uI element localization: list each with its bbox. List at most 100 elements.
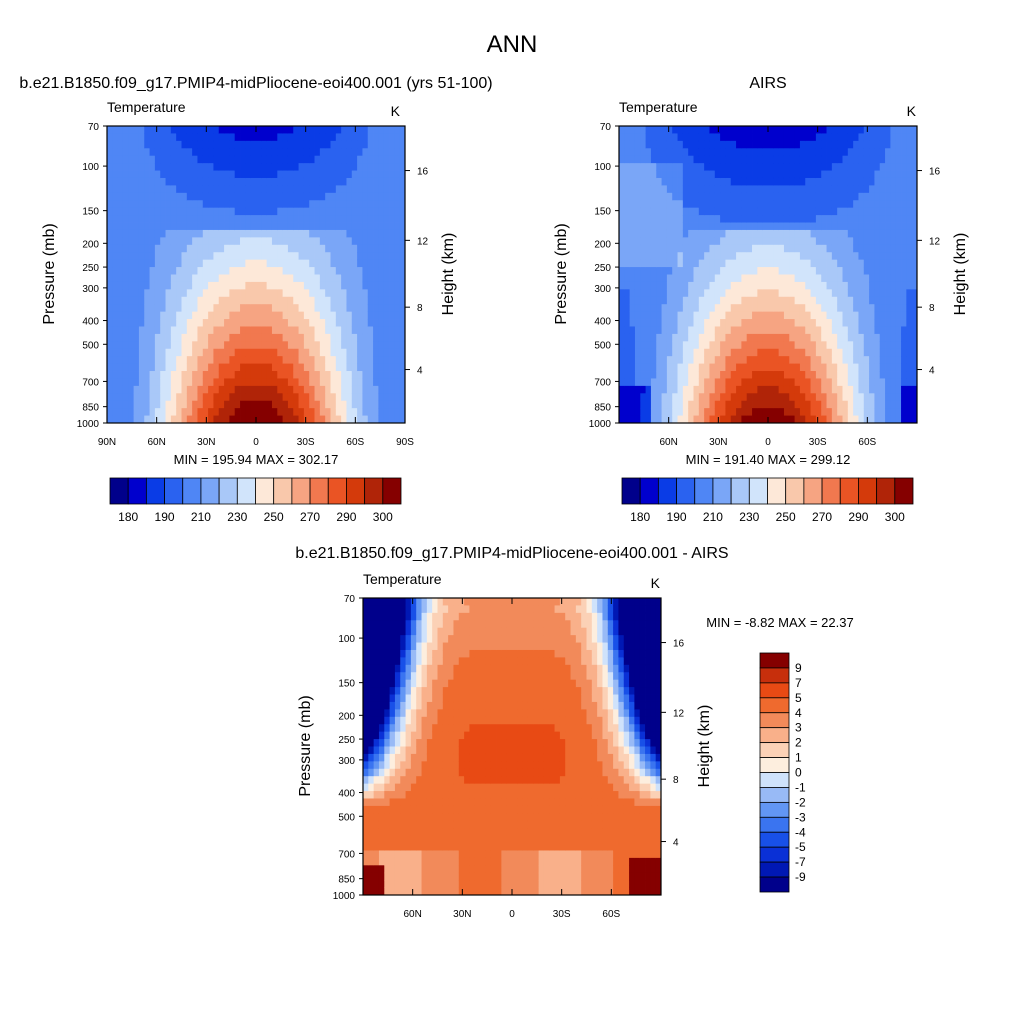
heatmap-cell bbox=[383, 348, 390, 357]
heatmap-cell bbox=[863, 259, 870, 268]
heatmap-cell bbox=[245, 140, 252, 149]
heatmap-cell bbox=[400, 620, 406, 629]
heatmap-cell bbox=[346, 341, 353, 350]
heatmap-cell bbox=[107, 296, 113, 305]
heatmap-cell bbox=[682, 222, 689, 231]
heatmap-cell bbox=[394, 776, 401, 785]
heatmap-cell bbox=[309, 267, 315, 275]
heatmap-cell bbox=[107, 170, 113, 179]
heatmap-cell bbox=[351, 415, 358, 424]
heatmap-cell bbox=[335, 267, 342, 275]
heatmap-cell bbox=[762, 319, 769, 327]
heatmap-cell bbox=[112, 237, 119, 246]
heatmap-cell bbox=[895, 326, 902, 335]
heatmap-cell bbox=[725, 259, 732, 268]
heatmap-cell bbox=[138, 237, 145, 246]
heatmap-cell bbox=[847, 326, 854, 335]
heatmap-cell bbox=[213, 400, 220, 409]
heatmap-cell bbox=[778, 371, 785, 379]
heatmap-cell bbox=[725, 304, 732, 313]
heatmap-cell bbox=[901, 408, 907, 416]
heatmap-cell bbox=[720, 170, 726, 179]
heatmap-cell bbox=[831, 259, 838, 268]
heatmap-cell bbox=[202, 274, 209, 283]
panel2-colorbar: 180 190 210 230 250 270 290 300 bbox=[621, 477, 914, 524]
heatmap-cell bbox=[874, 155, 881, 164]
heatmap-cell bbox=[192, 341, 198, 350]
heatmap-cell bbox=[271, 304, 278, 313]
heatmap-cell bbox=[634, 378, 641, 387]
heatmap-cell bbox=[282, 326, 289, 335]
heatmap-cell bbox=[619, 207, 625, 216]
heatmap-cell bbox=[709, 408, 716, 416]
heatmap-cell bbox=[799, 341, 806, 350]
heatmap-cell bbox=[197, 229, 204, 238]
heatmap-cell bbox=[160, 185, 166, 194]
heatmap-cell bbox=[826, 378, 833, 387]
heatmap-cell bbox=[752, 371, 758, 379]
heatmap-cell bbox=[619, 341, 625, 350]
heatmap-cell bbox=[351, 259, 358, 268]
heatmap-cell bbox=[794, 274, 801, 283]
heatmap-cell bbox=[661, 133, 668, 142]
heatmap-cell bbox=[394, 679, 401, 688]
heatmap-cell bbox=[128, 319, 135, 327]
heatmap-cell bbox=[384, 694, 391, 703]
heatmap-cell bbox=[677, 356, 684, 364]
heatmap-cell bbox=[176, 393, 182, 402]
heatmap-cell bbox=[192, 378, 198, 387]
heatmap-cell bbox=[117, 140, 124, 149]
heatmap-cell bbox=[357, 363, 363, 372]
heatmap-cell bbox=[879, 341, 886, 350]
heatmap-cell bbox=[378, 857, 385, 866]
heatmap-cell bbox=[837, 326, 843, 335]
heatmap-cell bbox=[384, 843, 391, 851]
heatmap-cell bbox=[704, 126, 710, 134]
heatmap-cell bbox=[672, 363, 678, 372]
heatmap-cell bbox=[303, 348, 310, 357]
heatmap-cell bbox=[645, 341, 652, 350]
heatmap-cell bbox=[394, 348, 401, 357]
heatmap-cell bbox=[619, 385, 625, 394]
heatmap-cell bbox=[656, 385, 662, 394]
heatmap-cell bbox=[165, 200, 172, 209]
heatmap-cell bbox=[741, 341, 748, 350]
heatmap-cell bbox=[895, 371, 902, 379]
heatmap-cell bbox=[282, 363, 289, 372]
heatmap-cell bbox=[373, 237, 379, 246]
heatmap-cell bbox=[810, 348, 817, 357]
heatmap-cell bbox=[389, 163, 395, 171]
heatmap-cell bbox=[869, 304, 875, 313]
heatmap-cell bbox=[357, 408, 363, 416]
heatmap-cell bbox=[271, 289, 278, 298]
heatmap-cell bbox=[224, 311, 230, 320]
heatmap-cell bbox=[208, 148, 214, 157]
heatmap-cell bbox=[138, 259, 145, 268]
heatmap-cell bbox=[826, 170, 833, 179]
heatmap-cell bbox=[394, 289, 401, 298]
heatmap-cell bbox=[634, 319, 641, 327]
heatmap-cell bbox=[346, 289, 353, 298]
heatmap-cell bbox=[720, 393, 726, 402]
heatmap-cell bbox=[303, 333, 310, 342]
heatmap-cell bbox=[170, 348, 177, 357]
heatmap-cell bbox=[757, 400, 764, 409]
heatmap-cell bbox=[282, 163, 289, 171]
heatmap-cell bbox=[138, 267, 145, 275]
heatmap-cell bbox=[378, 326, 385, 335]
heatmap-cell bbox=[362, 326, 369, 335]
heatmap-cell bbox=[394, 222, 401, 231]
heatmap-cell bbox=[170, 356, 177, 364]
heatmap-cell bbox=[400, 664, 406, 673]
right-tick-label: 16 bbox=[417, 167, 429, 178]
heatmap-cell bbox=[319, 200, 326, 209]
heatmap-cell bbox=[298, 148, 305, 157]
heatmap-cell bbox=[682, 244, 689, 253]
heatmap-cell bbox=[368, 605, 375, 614]
heatmap-cell bbox=[847, 281, 854, 290]
heatmap-cell bbox=[170, 363, 177, 372]
heatmap-cell bbox=[394, 820, 401, 829]
heatmap-cell bbox=[815, 215, 822, 223]
heatmap-cell bbox=[112, 244, 119, 253]
heatmap-cell bbox=[240, 348, 246, 357]
